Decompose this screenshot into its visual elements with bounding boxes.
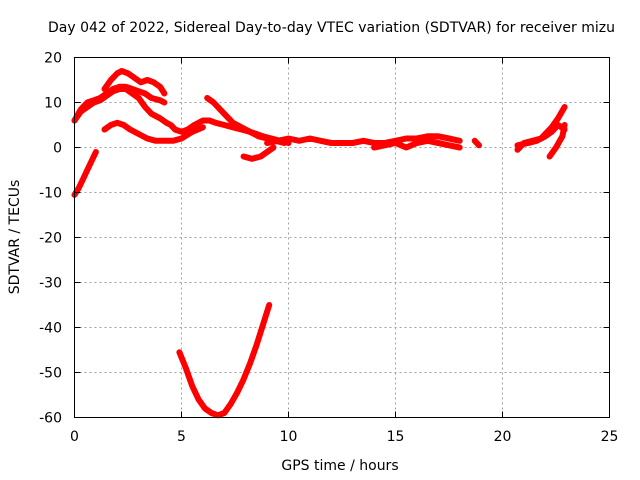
series-arc-h xyxy=(264,133,463,146)
series-arc-e xyxy=(204,95,288,146)
x-tick-label: 5 xyxy=(177,429,186,445)
grid-lines xyxy=(74,57,610,418)
series-arc-j xyxy=(471,137,482,149)
x-tick-label: 15 xyxy=(387,429,405,445)
x-tick-label: 0 xyxy=(70,429,79,445)
series-arc-d xyxy=(101,119,206,144)
y-tick-label: 10 xyxy=(44,96,62,112)
y-tick-label: -40 xyxy=(39,321,62,337)
y-tick-label: -20 xyxy=(39,231,62,247)
y-tick-label: -10 xyxy=(39,186,62,202)
chart-title: Day 042 of 2022, Sidereal Day-to-day VTE… xyxy=(48,20,615,36)
series-arc-f xyxy=(71,149,99,198)
series-arc-g xyxy=(240,144,277,162)
series-arc-b xyxy=(71,83,168,124)
y-tick-label: -60 xyxy=(39,411,62,427)
series-arc-i xyxy=(371,137,463,151)
x-axis-label: GPS time / hours xyxy=(281,458,398,474)
y-tick-label: -30 xyxy=(39,276,62,292)
series-arc-n xyxy=(176,302,273,419)
axis-ticks: 0 5 10 15 20 25 -60 -50 -40 -30 -20 -10 0 10 20 xyxy=(39,51,618,446)
x-tick-label: 20 xyxy=(494,429,512,445)
y-tick-label: -50 xyxy=(39,366,62,382)
y-tick-label: 0 xyxy=(53,141,62,157)
y-tick-label: 20 xyxy=(44,51,62,67)
series-arc-l xyxy=(514,122,568,149)
x-tick-label: 25 xyxy=(601,429,619,445)
x-tick-label: 10 xyxy=(280,429,298,445)
series-layer xyxy=(71,68,568,419)
y-axis-label: SDTVAR / TECUs xyxy=(7,180,23,295)
series-arc-m xyxy=(546,122,568,160)
series-arc-c xyxy=(101,68,168,97)
